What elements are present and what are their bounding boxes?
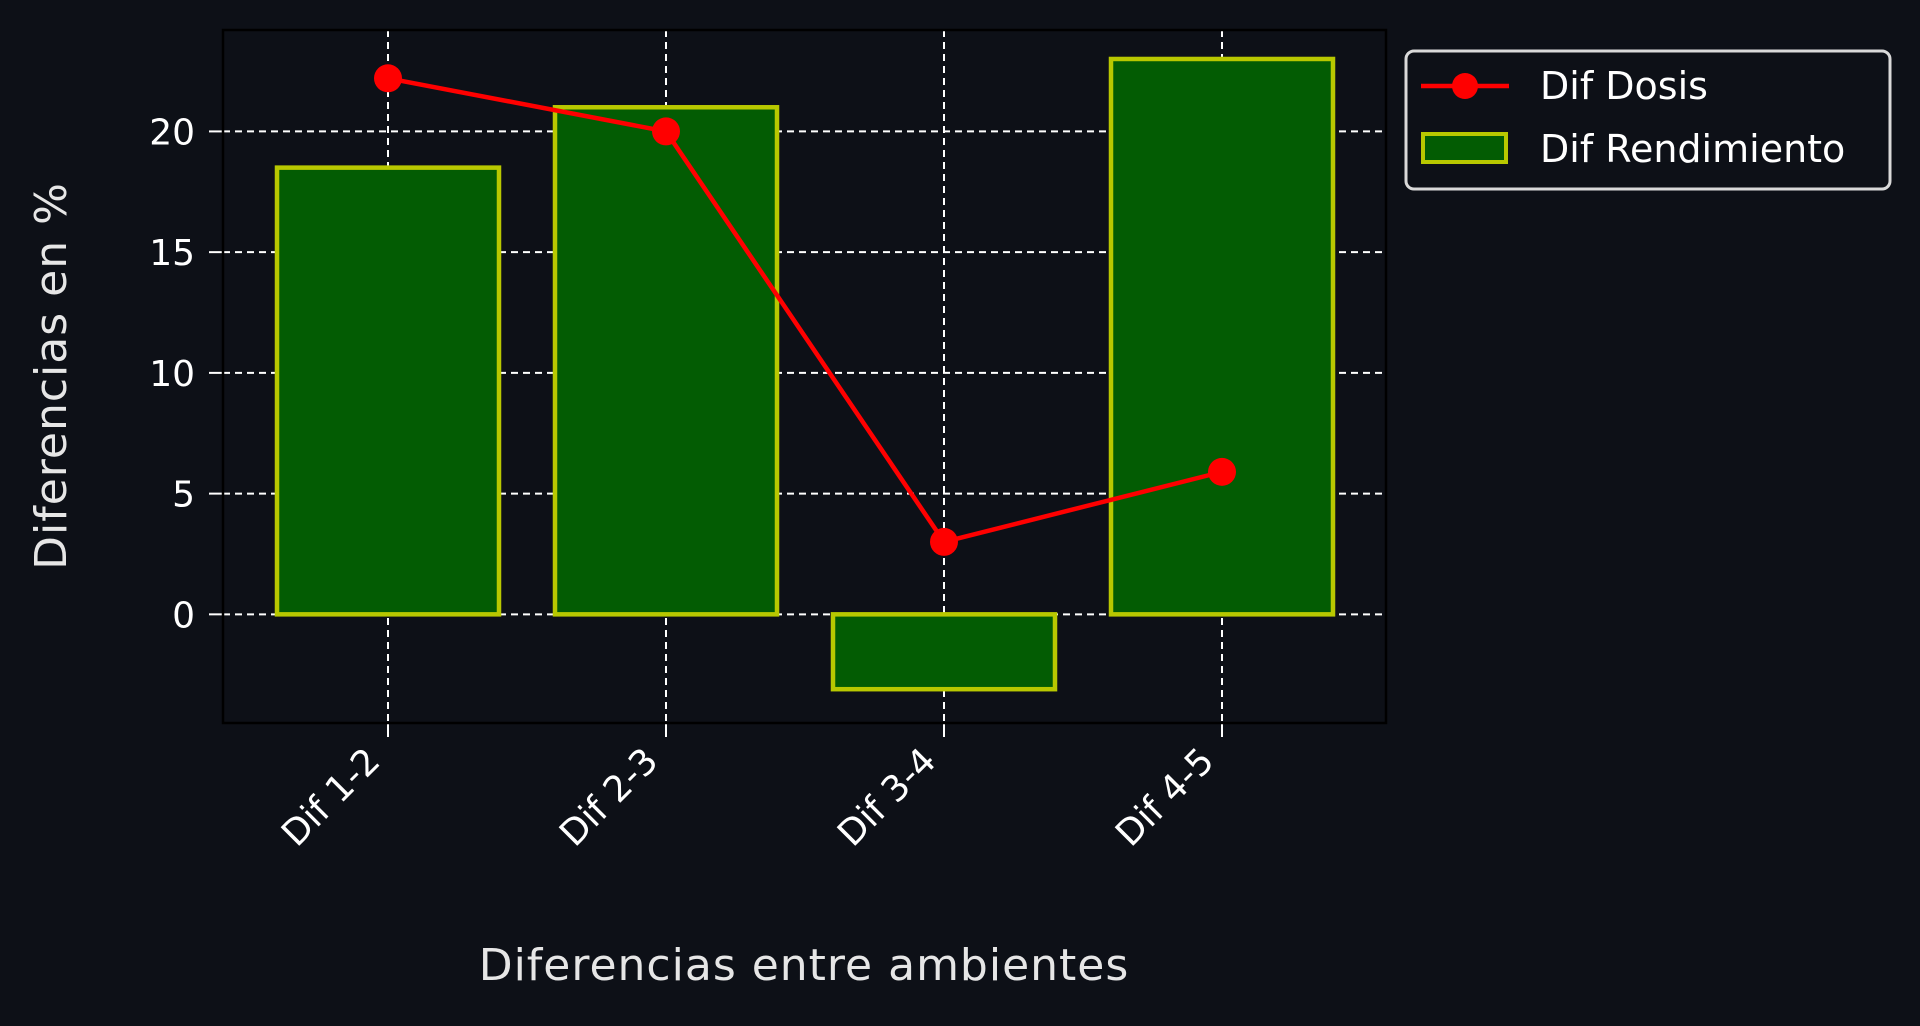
legend-bar-swatch (1421, 132, 1508, 164)
legend-box (1404, 49, 1892, 191)
bar-dif-2-3 (552, 105, 780, 617)
legend-marker-swatch (1452, 73, 1478, 99)
bar-dif-3-4 (830, 612, 1058, 692)
y-axis-title: Diferencias en % (26, 182, 77, 570)
legend-label-dosis: Dif Dosis (1540, 64, 1708, 108)
dosis-point-dif-3-4 (930, 527, 958, 556)
legend: Dif Dosis Dif Rendimiento (1404, 49, 1892, 191)
bar-dif-4-5 (1108, 56, 1336, 617)
y-tick-label: 5 (172, 475, 195, 516)
dosis-point-dif-4-5 (1208, 457, 1236, 486)
dosis-line (387, 76, 1223, 545)
dosis-point-dif-1-2 (374, 64, 402, 93)
x-axis-title: Diferencias entre ambientes (479, 940, 1130, 991)
dosis-point-dif-2-3 (652, 117, 680, 146)
plot-frame (221, 28, 1388, 725)
bar-dif-1-2 (274, 165, 502, 617)
line-layer (374, 64, 1236, 556)
bar-layer (274, 56, 1336, 692)
legend-label-rendimiento: Dif Rendimiento (1540, 127, 1845, 171)
y-tick-label: 20 (149, 112, 195, 153)
y-tick-label: 15 (149, 233, 195, 274)
y-tick-label: 0 (172, 595, 195, 636)
y-tick-label: 10 (149, 354, 195, 395)
